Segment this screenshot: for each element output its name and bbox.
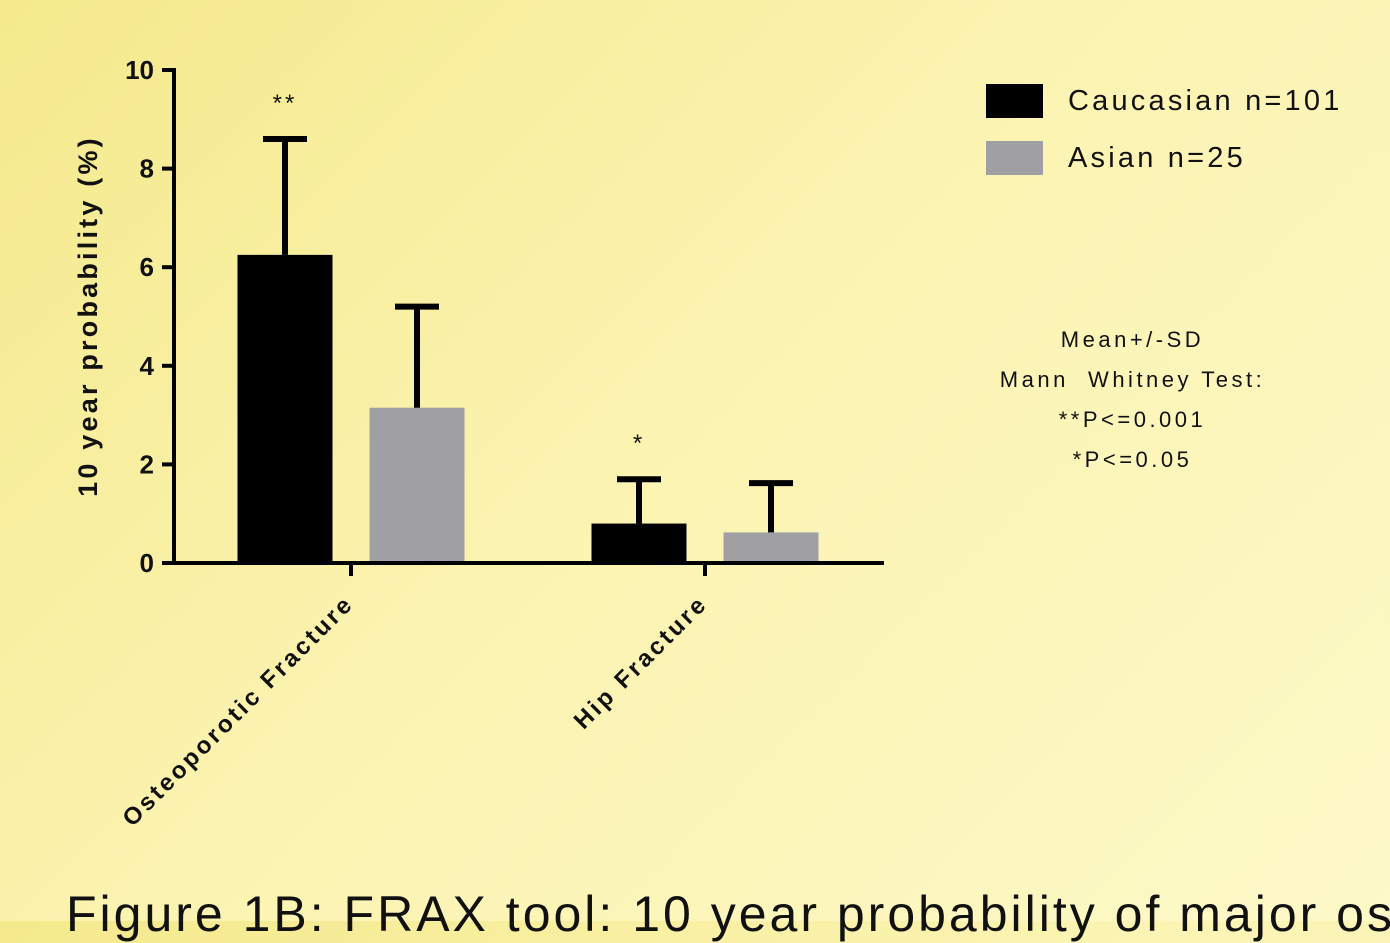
note-p-double: **P<=0.001	[1058, 407, 1207, 432]
y-tick-label: 8	[140, 154, 154, 184]
bar-0-0	[237, 254, 333, 563]
legend: Caucasian n=101 Asian n=25	[986, 84, 1343, 198]
bar-1-0	[591, 523, 687, 563]
bars: ***	[237, 90, 819, 563]
note-p-single: *P<=0.05	[1072, 447, 1193, 472]
significance-marker: **	[273, 90, 298, 117]
bar-0-1	[369, 407, 465, 563]
x-axis: Osteoporotic Fracture Hip Fracture	[117, 561, 884, 832]
statistics-note: Mean+/-SD Mann Whitney Test: **P<=0.001 …	[960, 320, 1305, 480]
legend-swatch-caucasian	[986, 84, 1043, 118]
legend-swatch-asian	[986, 141, 1043, 175]
y-tick-label: 10	[125, 55, 154, 85]
figure-caption: Figure 1B: FRAX tool: 10 year probabilit…	[66, 886, 1390, 942]
y-axis-label: 10 year probability (%)	[73, 135, 103, 497]
bar-1-1	[723, 532, 819, 563]
note-mean-sd: Mean+/-SD	[1060, 327, 1205, 352]
y-tick-label: 2	[140, 449, 154, 479]
x-tick-label: Osteoporotic Fracture	[117, 590, 359, 832]
note-test: Mann Whitney Test:	[999, 367, 1266, 392]
legend-label-asian: Asian n=25	[1068, 141, 1246, 174]
x-tick-label: Hip Fracture	[569, 590, 714, 735]
significance-marker: *	[633, 430, 645, 457]
y-tick-label: 4	[140, 351, 155, 381]
y-tick-label: 6	[140, 252, 154, 282]
legend-label-caucasian: Caucasian n=101	[1068, 84, 1343, 117]
legend-item-caucasian: Caucasian n=101	[986, 84, 1343, 118]
y-axis: 0 2 4 6 8 10	[125, 55, 176, 578]
legend-item-asian: Asian n=25	[986, 141, 1343, 175]
y-tick-label: 0	[140, 548, 154, 578]
